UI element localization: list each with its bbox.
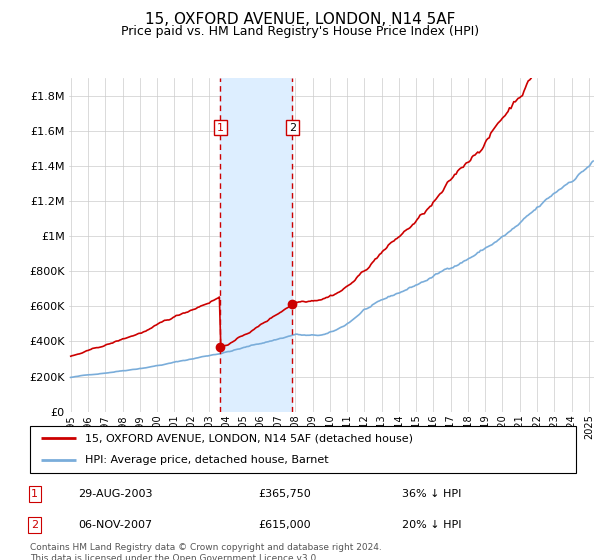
Bar [220, 78, 292, 412]
Text: Price paid vs. HM Land Registry's House Price Index (HPI): Price paid vs. HM Land Registry's House … [121, 25, 479, 38]
Text: 15, OXFORD AVENUE, LONDON, N14 5AF (detached house): 15, OXFORD AVENUE, LONDON, N14 5AF (deta… [85, 433, 413, 444]
Text: 1: 1 [31, 489, 38, 499]
Text: 2: 2 [31, 520, 38, 530]
Text: £365,750: £365,750 [258, 489, 311, 499]
Text: HPI: Average price, detached house, Barnet: HPI: Average price, detached house, Barn… [85, 455, 328, 465]
FancyBboxPatch shape [30, 426, 576, 473]
Text: 15, OXFORD AVENUE, LONDON, N14 5AF: 15, OXFORD AVENUE, LONDON, N14 5AF [145, 12, 455, 27]
Text: £615,000: £615,000 [258, 520, 311, 530]
Text: 29-AUG-2003: 29-AUG-2003 [78, 489, 152, 499]
Text: 20% ↓ HPI: 20% ↓ HPI [402, 520, 461, 530]
Text: Contains HM Land Registry data © Crown copyright and database right 2024.
This d: Contains HM Land Registry data © Crown c… [30, 543, 382, 560]
Text: 06-NOV-2007: 06-NOV-2007 [78, 520, 152, 530]
Text: 1: 1 [217, 123, 224, 133]
Text: 2: 2 [289, 123, 296, 133]
Text: 36% ↓ HPI: 36% ↓ HPI [402, 489, 461, 499]
